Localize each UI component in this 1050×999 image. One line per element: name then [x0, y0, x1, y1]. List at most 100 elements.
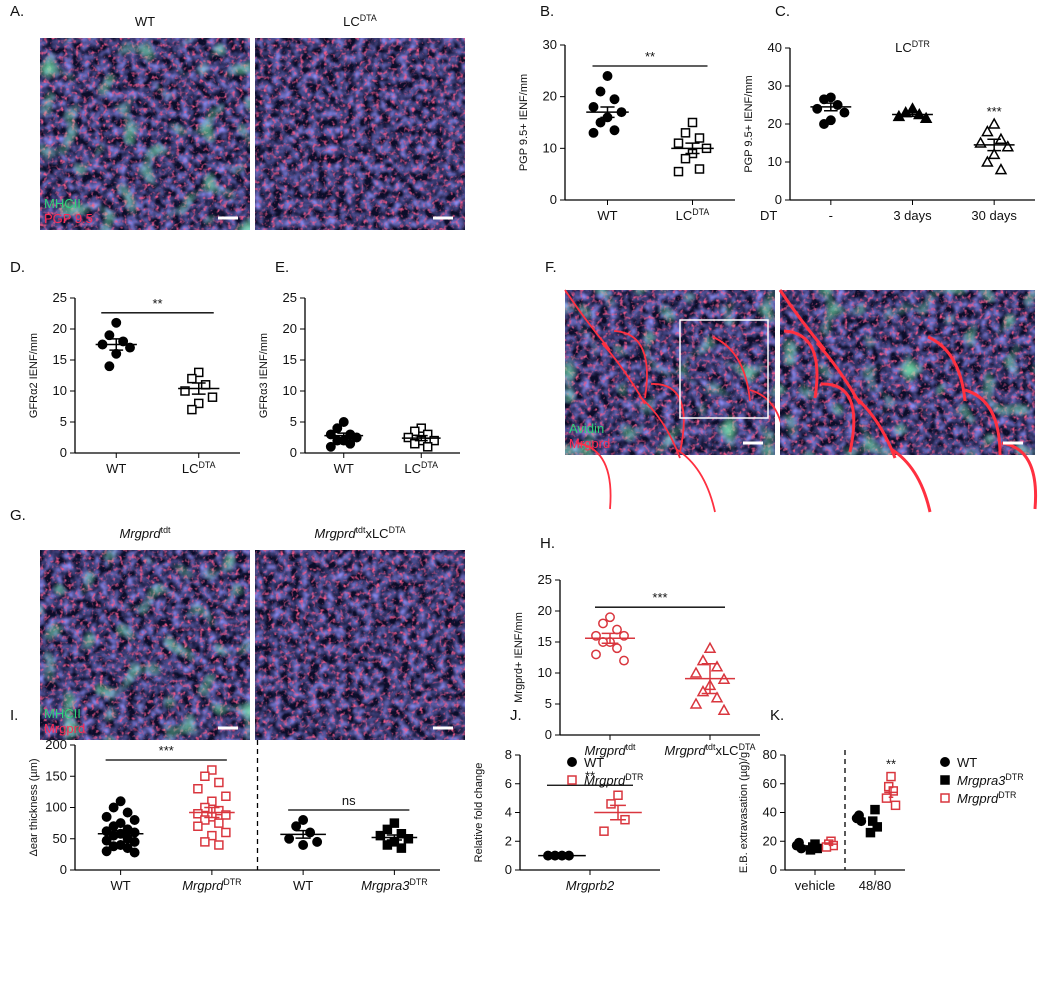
y-tick-label: 40 — [768, 40, 782, 55]
dot — [819, 119, 829, 129]
dot — [703, 641, 717, 653]
fiber — [1001, 441, 1038, 510]
dot — [940, 775, 950, 785]
y-tick-label: 25 — [538, 572, 552, 587]
dot — [687, 117, 698, 128]
dot — [886, 771, 896, 782]
dot — [214, 777, 224, 788]
dot — [122, 843, 133, 854]
y-tick-label: 0 — [545, 727, 552, 742]
x-tick-label: LCDTA — [182, 460, 216, 476]
dot — [410, 438, 420, 449]
tile-label: MrgprdtdtxLCDTA — [314, 525, 405, 541]
error-bar — [905, 111, 920, 118]
text-part: Mrgpra3 — [361, 878, 410, 893]
error-bar — [872, 818, 878, 830]
y-tick-label: 40 — [763, 805, 777, 820]
dot — [338, 417, 349, 427]
dot — [588, 127, 599, 138]
dot — [598, 637, 608, 647]
legend-label: WT — [957, 755, 977, 770]
y-tick-label: 4 — [505, 805, 512, 820]
error-bar — [295, 829, 311, 839]
dot — [115, 796, 126, 807]
y-tick-label: 0 — [770, 862, 777, 877]
panel-letter: K. — [770, 707, 784, 724]
fiber — [890, 447, 932, 513]
x-axis-label: DT — [760, 208, 777, 223]
dot — [382, 824, 393, 835]
dot — [981, 125, 994, 137]
text-part: LC — [676, 208, 693, 223]
text-part: xLC — [365, 526, 388, 541]
dot — [821, 842, 832, 852]
dot — [680, 128, 691, 138]
dot — [940, 793, 950, 803]
y-tick-label: 20 — [53, 321, 67, 336]
panel-letter: G. — [10, 507, 26, 524]
dot — [919, 111, 933, 124]
text-part: Mrgprd — [584, 773, 626, 788]
dot — [696, 654, 710, 666]
text-part: DTR — [998, 790, 1016, 800]
x-tick-label: Mrgpra3DTR — [361, 877, 428, 893]
x-tick-label: WT — [597, 208, 617, 223]
dot — [180, 386, 190, 396]
dot — [987, 147, 1001, 160]
legend-label: MrgprdDTR — [957, 790, 1016, 806]
dot — [104, 330, 115, 341]
panel-letter: C. — [775, 3, 790, 20]
x-tick-label: WT — [334, 461, 354, 476]
dot — [599, 826, 609, 836]
y-tick-label: 10 — [768, 154, 782, 169]
dot — [689, 666, 703, 678]
dot — [609, 125, 620, 136]
panel-letter: J. — [510, 707, 522, 724]
dot — [567, 775, 577, 785]
fiber — [778, 289, 827, 351]
error-bar — [856, 815, 862, 821]
dot — [214, 818, 224, 828]
text-part: Mrgprd — [584, 743, 626, 758]
text-part: vehicle — [795, 878, 835, 893]
significance-label: *** — [159, 743, 174, 758]
y-axis-label: GFRα2 IENF/mm — [28, 333, 40, 418]
x-tick-label: 3 days — [893, 208, 932, 223]
y-axis-label: E.B. extravasation (µg)/g — [738, 752, 750, 873]
dot — [104, 361, 115, 372]
text-part: DTR — [1005, 772, 1023, 782]
y-tick-label: 0 — [505, 862, 512, 877]
dot — [207, 796, 217, 806]
panel-letter: F. — [545, 259, 557, 276]
error-bar — [337, 432, 351, 439]
dot — [325, 441, 336, 452]
text-part: WT — [106, 461, 126, 476]
y-tick-label: 0 — [550, 192, 557, 207]
dot — [221, 791, 231, 801]
dot — [403, 834, 414, 844]
panel-letter: D. — [10, 259, 25, 276]
dot — [429, 435, 439, 446]
y-axis-label: Δear thickness (µm) — [28, 758, 40, 856]
text-part: DTA — [360, 13, 377, 23]
dot — [101, 846, 112, 857]
y-tick-label: 2 — [505, 833, 512, 848]
dot — [588, 102, 599, 112]
text-part: tdt — [626, 742, 636, 752]
text-part: tdt — [161, 525, 171, 535]
dot — [193, 821, 203, 831]
text-part: DTA — [692, 207, 709, 217]
text-part: tdt — [706, 742, 716, 752]
dot — [129, 836, 140, 847]
legend-label: Mrgpra3DTR — [957, 772, 1024, 788]
text-part: tdt — [356, 525, 366, 535]
tile-label: Mrgprdtdt — [119, 525, 171, 541]
dot — [291, 821, 302, 832]
error-bar — [191, 382, 206, 395]
fiber — [564, 289, 611, 351]
dot — [345, 438, 356, 449]
x-tick-label: Mrgprdtdt — [584, 742, 636, 758]
dot — [101, 811, 112, 822]
dot — [193, 809, 203, 819]
